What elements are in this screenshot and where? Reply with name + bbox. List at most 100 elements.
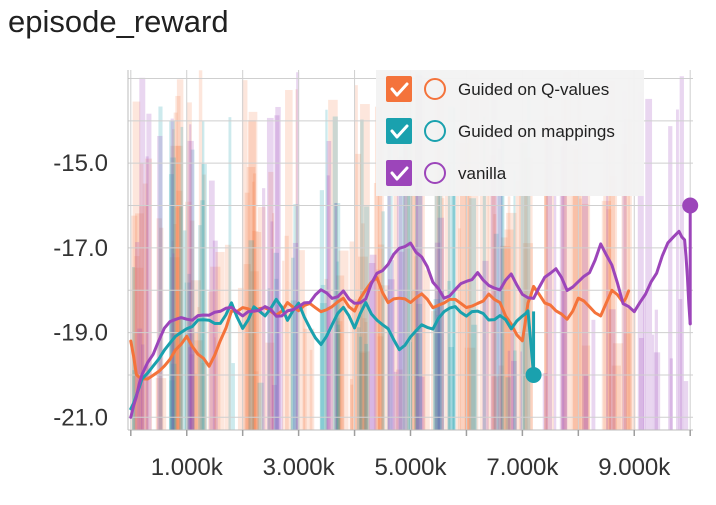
- raw-data-band: [175, 145, 183, 430]
- raw-data-band: [362, 318, 367, 430]
- raw-data-band: [168, 174, 174, 430]
- raw-data-band: [609, 175, 618, 430]
- raw-data-band: [422, 295, 426, 430]
- raw-data-band: [364, 206, 370, 430]
- raw-data-band: [500, 237, 508, 430]
- raw-data-band: [627, 77, 631, 430]
- raw-data-band: [381, 211, 385, 430]
- legend-checkbox[interactable]: [386, 76, 412, 102]
- chart-title: episode_reward: [8, 4, 229, 39]
- raw-data-band: [563, 72, 572, 431]
- raw-data-band: [186, 102, 192, 430]
- raw-data-band: [637, 91, 644, 430]
- raw-data-band: [395, 369, 403, 430]
- raw-data-band: [145, 158, 153, 430]
- raw-data-band: [513, 170, 516, 430]
- legend-label[interactable]: Guided on Q-values: [458, 80, 609, 99]
- raw-data-band: [504, 229, 514, 430]
- raw-data-band: [436, 314, 442, 430]
- raw-data-band: [464, 347, 476, 430]
- raw-data-band: [369, 254, 377, 430]
- raw-data-band: [320, 284, 326, 430]
- raw-data-band: [350, 384, 354, 430]
- raw-data-band: [581, 203, 589, 430]
- raw-data-band: [139, 206, 149, 430]
- raw-data-band: [434, 97, 441, 430]
- raw-data-band: [387, 279, 395, 430]
- raw-data-band: [415, 74, 423, 430]
- raw-data-band: [526, 88, 531, 431]
- legend-checkbox[interactable]: [386, 160, 412, 186]
- raw-data-band: [303, 328, 315, 430]
- raw-data-band: [493, 233, 499, 430]
- y-tick-label: -21.0: [53, 404, 108, 431]
- raw-data-band: [145, 156, 149, 431]
- series-line: [129, 276, 631, 381]
- raw-data-band: [433, 299, 441, 430]
- raw-data-band: [490, 98, 498, 430]
- raw-data-band: [391, 260, 394, 430]
- raw-data-band: [678, 299, 683, 430]
- raw-data-band: [582, 195, 591, 430]
- raw-data-band: [276, 304, 283, 430]
- raw-data-band: [324, 278, 329, 430]
- legend[interactable]: Guided on Q-values Guided on mappings vani…: [376, 70, 644, 196]
- raw-data-band: [360, 119, 364, 431]
- raw-data-band: [228, 117, 232, 431]
- raw-data-band: [396, 156, 403, 430]
- raw-data-band: [470, 74, 479, 431]
- raw-data-band: [679, 76, 684, 430]
- raw-data-band: [626, 308, 636, 430]
- raw-data-band: [520, 142, 528, 430]
- axes: 1.000k 3.000k 5.000k 7.000k 9.000k -15.0 -17.0…: [53, 70, 693, 481]
- raw-data-band: [349, 241, 356, 430]
- series-line: [129, 229, 692, 419]
- raw-data-band: [499, 245, 507, 430]
- raw-data-band: [326, 175, 330, 430]
- check-icon: [390, 166, 409, 181]
- raw-data-band: [296, 72, 300, 430]
- raw-data-band: [364, 343, 369, 430]
- raw-data-band: [247, 120, 256, 431]
- raw-data-band: [245, 321, 251, 430]
- raw-data-band: [357, 256, 368, 430]
- raw-data-band: [201, 363, 207, 430]
- raw-data-band: [638, 337, 644, 430]
- raw-data-band: [172, 253, 175, 430]
- legend-label[interactable]: vanilla: [458, 164, 507, 183]
- check-icon: [390, 124, 409, 139]
- raw-data-band: [250, 271, 259, 430]
- raw-data-band: [159, 227, 164, 430]
- raw-data-band: [224, 244, 231, 430]
- raw-data-band: [368, 263, 376, 430]
- raw-data-band: [326, 140, 332, 430]
- raw-data-band: [187, 140, 194, 430]
- legend-label[interactable]: Guided on mappings: [458, 122, 615, 141]
- raw-data-band: [172, 129, 175, 430]
- raw-data-band: [497, 129, 503, 430]
- x-tick-label: 1.000k: [151, 454, 224, 481]
- raw-data-band: [336, 329, 342, 430]
- raw-data-band: [185, 201, 192, 430]
- raw-data-band: [302, 302, 307, 430]
- raw-data-band: [505, 377, 511, 430]
- raw-data-band: [522, 332, 525, 430]
- raw-data-band: [257, 382, 264, 430]
- raw-data-band: [447, 106, 455, 430]
- raw-data-band: [274, 278, 279, 430]
- raw-data-band: [198, 225, 202, 430]
- raw-data-band: [267, 288, 271, 430]
- raw-data-band: [403, 84, 408, 430]
- raw-data-band: [248, 240, 255, 430]
- raw-data-band: [432, 307, 440, 430]
- raw-data-band: [513, 350, 517, 430]
- raw-data-band: [553, 170, 557, 430]
- raw-data-band: [171, 240, 174, 430]
- raw-data-band: [173, 223, 177, 430]
- legend-checkbox[interactable]: [386, 118, 412, 144]
- raw-data-band: [577, 77, 582, 430]
- raw-data-band: [157, 135, 163, 431]
- raw-data-band: [170, 363, 177, 430]
- raw-data-band: [246, 167, 256, 430]
- raw-data-band: [407, 194, 415, 430]
